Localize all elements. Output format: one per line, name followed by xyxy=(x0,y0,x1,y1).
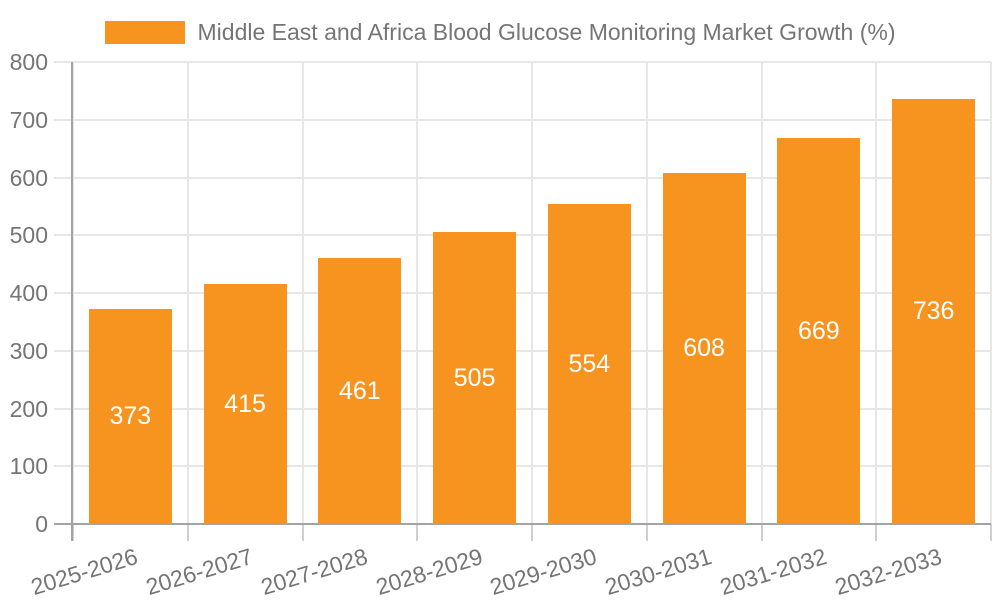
x-gridline-tick xyxy=(875,62,878,541)
y-axis-tick-label: 400 xyxy=(9,280,48,306)
x-axis-category-label: 2027-2028 xyxy=(257,543,371,600)
bar-2030-2031[interactable] xyxy=(662,172,746,524)
legend-swatch xyxy=(104,20,185,44)
bar-value-label: 736 xyxy=(912,297,955,326)
y-axis-line xyxy=(71,62,73,541)
bar-value-label: 461 xyxy=(339,376,381,405)
x-axis-category-label: 2030-2031 xyxy=(601,543,715,600)
y-axis-tick-label: 700 xyxy=(9,106,48,133)
x-axis-category-label: 2025-2026 xyxy=(28,543,141,600)
x-axis-category-label: 2028-2029 xyxy=(372,543,486,600)
bar-2029-2030[interactable] xyxy=(547,204,631,524)
y-gridline xyxy=(54,234,991,237)
x-axis-category-label: 2026-2027 xyxy=(142,543,256,600)
bar-2027-2028[interactable] xyxy=(318,257,402,524)
x-gridline-tick xyxy=(760,62,763,541)
bar-value-label: 505 xyxy=(453,364,496,393)
y-axis-tick-label: 0 xyxy=(35,511,48,537)
bar-value-label: 554 xyxy=(568,350,611,379)
bar-2031-2032[interactable] xyxy=(777,137,861,524)
x-gridline-tick xyxy=(186,62,189,541)
x-gridline-tick xyxy=(72,62,74,541)
bar-2025-2026[interactable] xyxy=(88,308,172,524)
bar-2032-2033[interactable] xyxy=(892,98,976,524)
bar-2026-2027[interactable] xyxy=(203,284,287,524)
x-axis-category-label: 2032-2033 xyxy=(831,543,945,600)
y-gridline xyxy=(54,292,991,294)
y-gridline xyxy=(54,61,991,63)
y-axis-tick-label: 600 xyxy=(9,164,48,191)
bar-2028-2029[interactable] xyxy=(433,232,517,524)
legend-label: Middle East and Africa Blood Glucose Mon… xyxy=(197,18,896,45)
legend[interactable]: Middle East and Africa Blood Glucose Mon… xyxy=(0,17,1000,47)
x-gridline-tick xyxy=(416,62,419,541)
y-gridline xyxy=(54,118,991,121)
x-axis-category-label: 2029-2030 xyxy=(487,543,600,600)
y-axis-tick-label: 200 xyxy=(9,395,48,422)
y-axis-tick-label: 500 xyxy=(9,222,48,249)
bar-value-label: 669 xyxy=(798,316,840,345)
x-gridline-tick xyxy=(990,62,992,541)
y-gridline xyxy=(54,465,991,468)
y-gridline xyxy=(54,176,991,179)
y-axis-tick-label: 800 xyxy=(9,49,48,75)
x-axis-category-label: 2031-2032 xyxy=(716,543,830,600)
x-gridline-tick xyxy=(645,62,648,541)
y-axis-tick-label: 300 xyxy=(9,337,48,364)
y-axis-tick-label: 100 xyxy=(9,453,48,480)
x-axis-line xyxy=(54,523,991,525)
x-gridline-tick xyxy=(301,62,304,541)
x-gridline-tick xyxy=(531,62,533,541)
bar-value-label: 373 xyxy=(109,402,152,431)
y-gridline xyxy=(54,407,991,410)
bar-value-label: 608 xyxy=(683,334,725,363)
y-gridline xyxy=(54,349,991,352)
bar-value-label: 415 xyxy=(224,390,266,419)
